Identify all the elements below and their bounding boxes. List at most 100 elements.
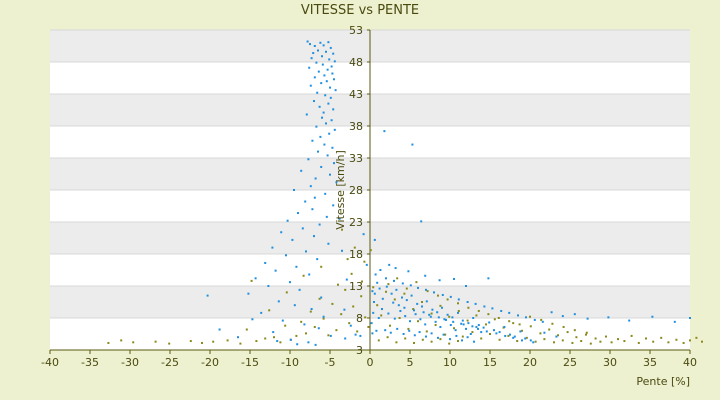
data-point <box>500 309 503 312</box>
data-point <box>689 317 691 319</box>
data-point <box>466 301 469 303</box>
data-point <box>393 317 396 320</box>
data-point <box>517 314 519 317</box>
data-point <box>424 274 427 277</box>
data-point <box>444 333 447 336</box>
data-point <box>327 242 330 245</box>
data-point <box>428 313 431 316</box>
data-point <box>524 337 527 340</box>
data-point <box>645 337 647 340</box>
data-point <box>390 292 393 295</box>
data-point <box>352 305 355 308</box>
data-point <box>365 263 368 266</box>
data-point <box>480 337 483 340</box>
data-point <box>467 306 470 309</box>
data-point <box>489 333 491 335</box>
data-point <box>308 273 311 276</box>
data-point <box>309 310 312 313</box>
data-point <box>396 277 399 280</box>
data-point <box>410 294 413 297</box>
data-point <box>471 325 474 328</box>
data-point <box>437 316 440 319</box>
data-point <box>333 162 335 165</box>
data-point <box>361 280 363 283</box>
data-point <box>562 325 565 328</box>
data-point <box>373 301 375 303</box>
data-point <box>412 308 415 311</box>
data-point <box>322 317 325 320</box>
data-point <box>364 316 367 319</box>
data-point <box>374 273 377 276</box>
data-point <box>272 331 275 334</box>
data-point <box>250 279 253 282</box>
data-point <box>313 45 316 47</box>
data-point <box>311 208 314 211</box>
data-point <box>628 319 631 322</box>
y-tick-label: 33 <box>349 152 363 165</box>
data-point <box>561 315 564 318</box>
data-point <box>424 323 427 326</box>
data-point <box>525 316 527 319</box>
data-point <box>508 311 511 314</box>
data-point <box>553 341 555 344</box>
data-point <box>498 338 501 341</box>
x-tick-label: 10 <box>443 356 457 369</box>
data-point <box>477 327 479 330</box>
data-point <box>276 340 279 343</box>
data-point <box>425 335 427 338</box>
x-tick-label: 15 <box>483 356 497 369</box>
x-tick-label: 40 <box>683 356 697 369</box>
data-point <box>508 320 511 323</box>
data-point <box>359 334 362 337</box>
data-point <box>267 285 270 287</box>
data-point <box>303 323 306 326</box>
data-point <box>418 331 421 334</box>
data-point <box>457 340 459 343</box>
data-point <box>309 43 311 46</box>
x-tick-label: -40 <box>41 356 59 369</box>
data-point <box>446 298 449 301</box>
data-point <box>386 336 389 339</box>
data-point <box>461 319 464 322</box>
data-point <box>314 177 317 180</box>
data-point <box>416 302 419 305</box>
data-point <box>477 324 480 327</box>
data-point <box>519 330 522 333</box>
data-point <box>318 105 321 108</box>
data-point <box>401 282 404 285</box>
data-point <box>550 311 553 314</box>
data-point <box>488 321 491 324</box>
data-point <box>452 320 455 323</box>
data-point <box>337 283 339 286</box>
data-point <box>493 329 495 332</box>
data-point <box>461 335 464 338</box>
data-point <box>449 338 451 341</box>
data-point <box>395 341 398 344</box>
data-point <box>322 44 325 47</box>
data-point <box>529 325 532 328</box>
data-point <box>324 94 327 97</box>
data-point <box>344 337 347 340</box>
x-tick-label: 25 <box>563 356 577 369</box>
data-point <box>313 325 316 328</box>
data-point <box>480 331 483 334</box>
data-point <box>120 339 123 342</box>
x-tick-label: -35 <box>81 356 99 369</box>
data-point <box>473 340 475 343</box>
data-point <box>393 279 395 282</box>
data-point <box>313 100 315 103</box>
data-point <box>289 338 292 341</box>
data-point <box>367 325 370 328</box>
data-point <box>373 292 376 295</box>
data-point <box>309 185 312 188</box>
data-point <box>430 312 433 315</box>
y-tick-label: 18 <box>349 248 363 261</box>
data-point <box>318 297 321 300</box>
data-point <box>455 334 458 337</box>
data-point <box>461 339 463 342</box>
data-point <box>419 318 422 321</box>
data-point <box>378 287 381 290</box>
data-point <box>695 336 698 339</box>
data-point <box>442 333 445 336</box>
